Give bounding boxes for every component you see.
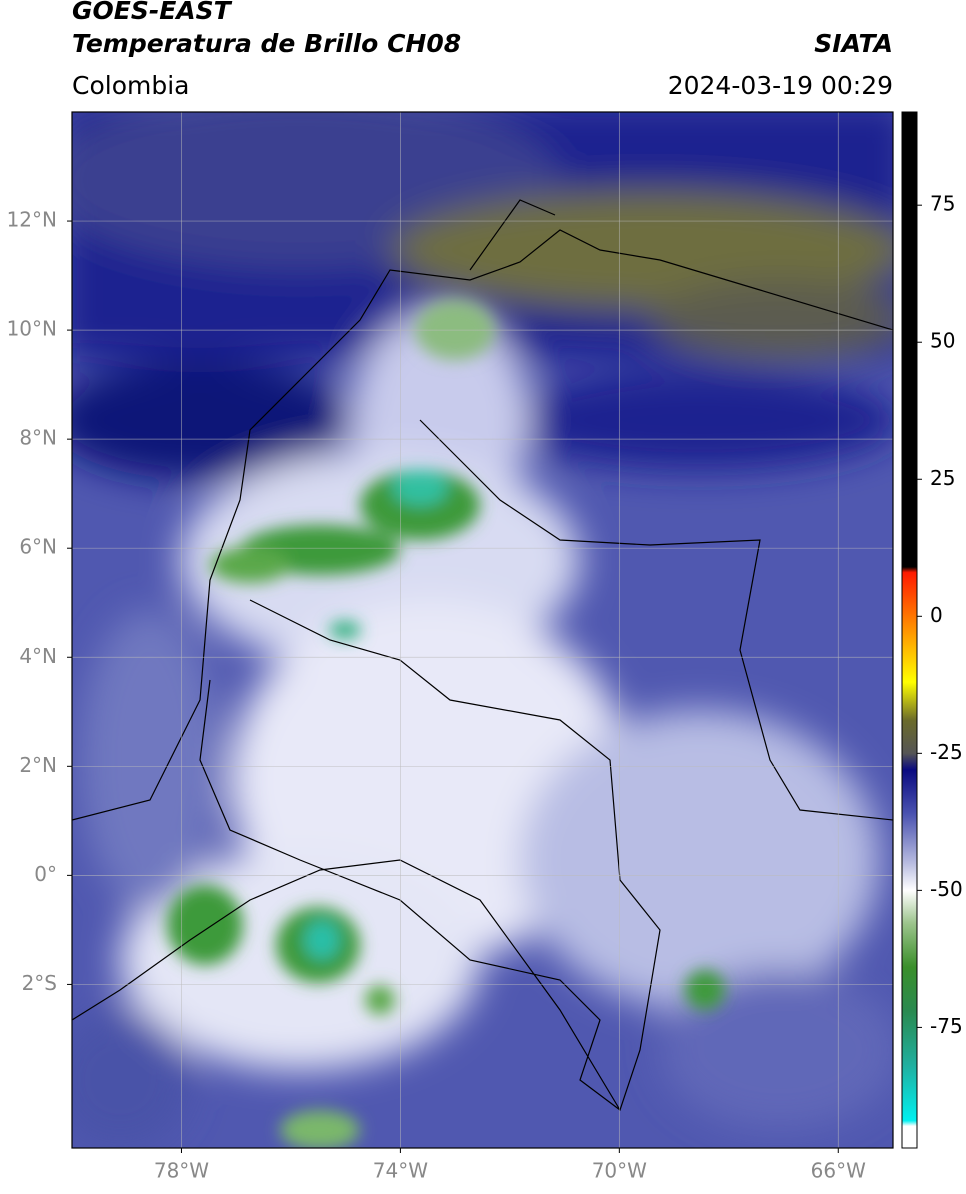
cold-cloud-tops xyxy=(167,300,725,1148)
region: Colombia xyxy=(72,71,189,100)
x-tick-label: 78°W xyxy=(154,1159,209,1183)
y-tick-label: 6°N xyxy=(19,535,57,559)
cloud-field xyxy=(72,112,893,1148)
y-tick-label: 2°N xyxy=(19,753,57,777)
x-tick-label: 70°W xyxy=(592,1159,647,1183)
borders xyxy=(72,199,893,1111)
colorbar-tick-label: -75 xyxy=(930,1014,963,1038)
source: SIATA xyxy=(814,29,893,58)
colorbar-tick-label: 50 xyxy=(930,329,955,353)
map-frame xyxy=(71,111,894,1149)
satellite-image xyxy=(72,112,893,1148)
colorbar-tick-label: 75 xyxy=(930,192,955,216)
y-tick-label: 12°N xyxy=(7,208,57,232)
grid xyxy=(72,112,893,1148)
subtitle: Temperatura de Brillo CH08 xyxy=(72,29,461,58)
colorbar-tick-label: -25 xyxy=(930,740,963,764)
y-tick-label: 2°S xyxy=(22,971,57,995)
x-tick-label: 74°W xyxy=(373,1159,428,1183)
x-tick-label: 66°W xyxy=(811,1159,866,1183)
colorbar-tick-label: 25 xyxy=(930,466,955,490)
y-tick-label: 4°N xyxy=(19,644,57,668)
y-tick-label: 10°N xyxy=(7,317,57,341)
colorbar xyxy=(901,111,918,1149)
y-tick-label: 0° xyxy=(34,862,57,886)
y-tick-label: 8°N xyxy=(19,426,57,450)
colorbar-tick-label: 0 xyxy=(930,603,943,627)
timestamp: 2024-03-19 00:29 xyxy=(668,71,893,100)
title: GOES-EAST xyxy=(72,0,233,25)
colorbar-tick-label: -50 xyxy=(930,877,963,901)
